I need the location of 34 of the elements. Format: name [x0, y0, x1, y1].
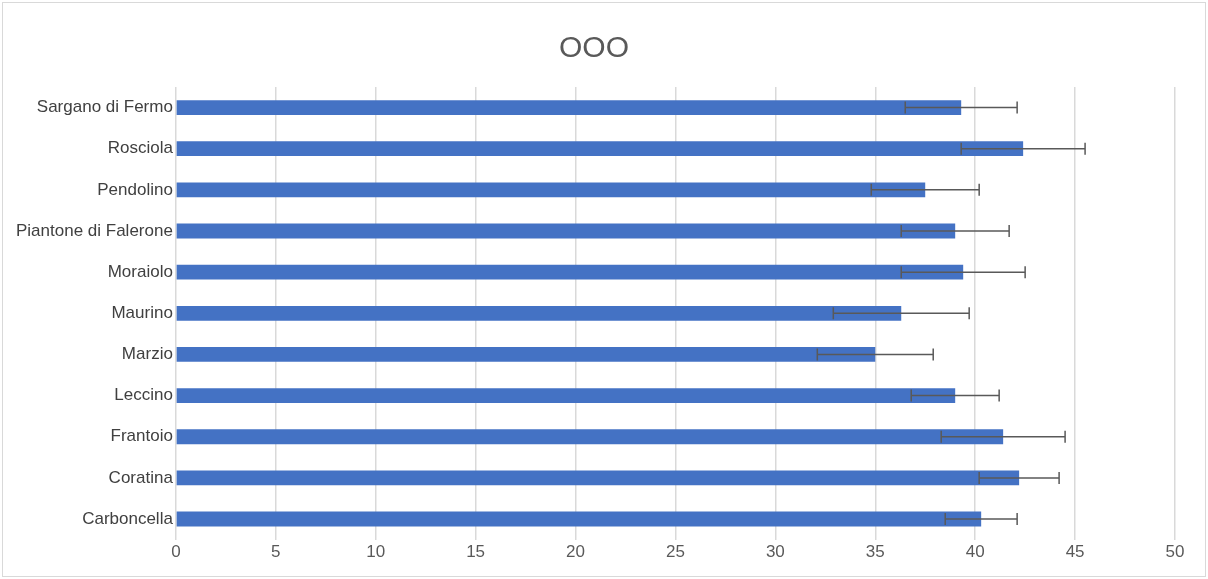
y-tick-label: Leccino [114, 385, 173, 405]
y-tick-label: Coratina [108, 467, 174, 487]
y-tick-label: Moraiolo [107, 261, 173, 281]
chart-title: OOO [558, 30, 630, 64]
bar [176, 388, 956, 403]
bar [176, 264, 964, 280]
bar [176, 182, 926, 198]
bar [176, 511, 982, 527]
y-tick-label: Rosciola [107, 138, 174, 158]
bar [176, 470, 1020, 486]
bar [176, 100, 962, 115]
y-tick-label: Maurino [111, 302, 173, 322]
y-tick-label: Piantone di Falerone [15, 220, 173, 240]
x-tick-label: 40 [965, 542, 985, 562]
bar [176, 141, 1024, 157]
y-tick-label: Frantoio [110, 426, 173, 446]
x-tick-label: 35 [865, 542, 885, 562]
bar [176, 223, 956, 239]
x-tick-label: 20 [566, 542, 585, 562]
bar [176, 429, 1004, 445]
x-tick-label: 0 [171, 542, 181, 562]
y-tick-label: Marzio [121, 344, 173, 364]
x-tick-label: 10 [366, 542, 386, 562]
bar [176, 347, 876, 362]
x-tick-label: 50 [1165, 542, 1185, 562]
y-tick-label: Carboncella [82, 508, 174, 528]
x-tick-label: 30 [765, 542, 785, 562]
x-tick-label: 5 [271, 542, 281, 562]
y-tick-label: Sargano di Fermo [36, 97, 173, 117]
x-tick-label: 45 [1065, 542, 1085, 562]
x-tick-label: 15 [466, 542, 486, 562]
x-tick-label: 25 [665, 542, 685, 562]
bar [176, 305, 902, 321]
y-tick-label: Pendolino [97, 179, 173, 199]
